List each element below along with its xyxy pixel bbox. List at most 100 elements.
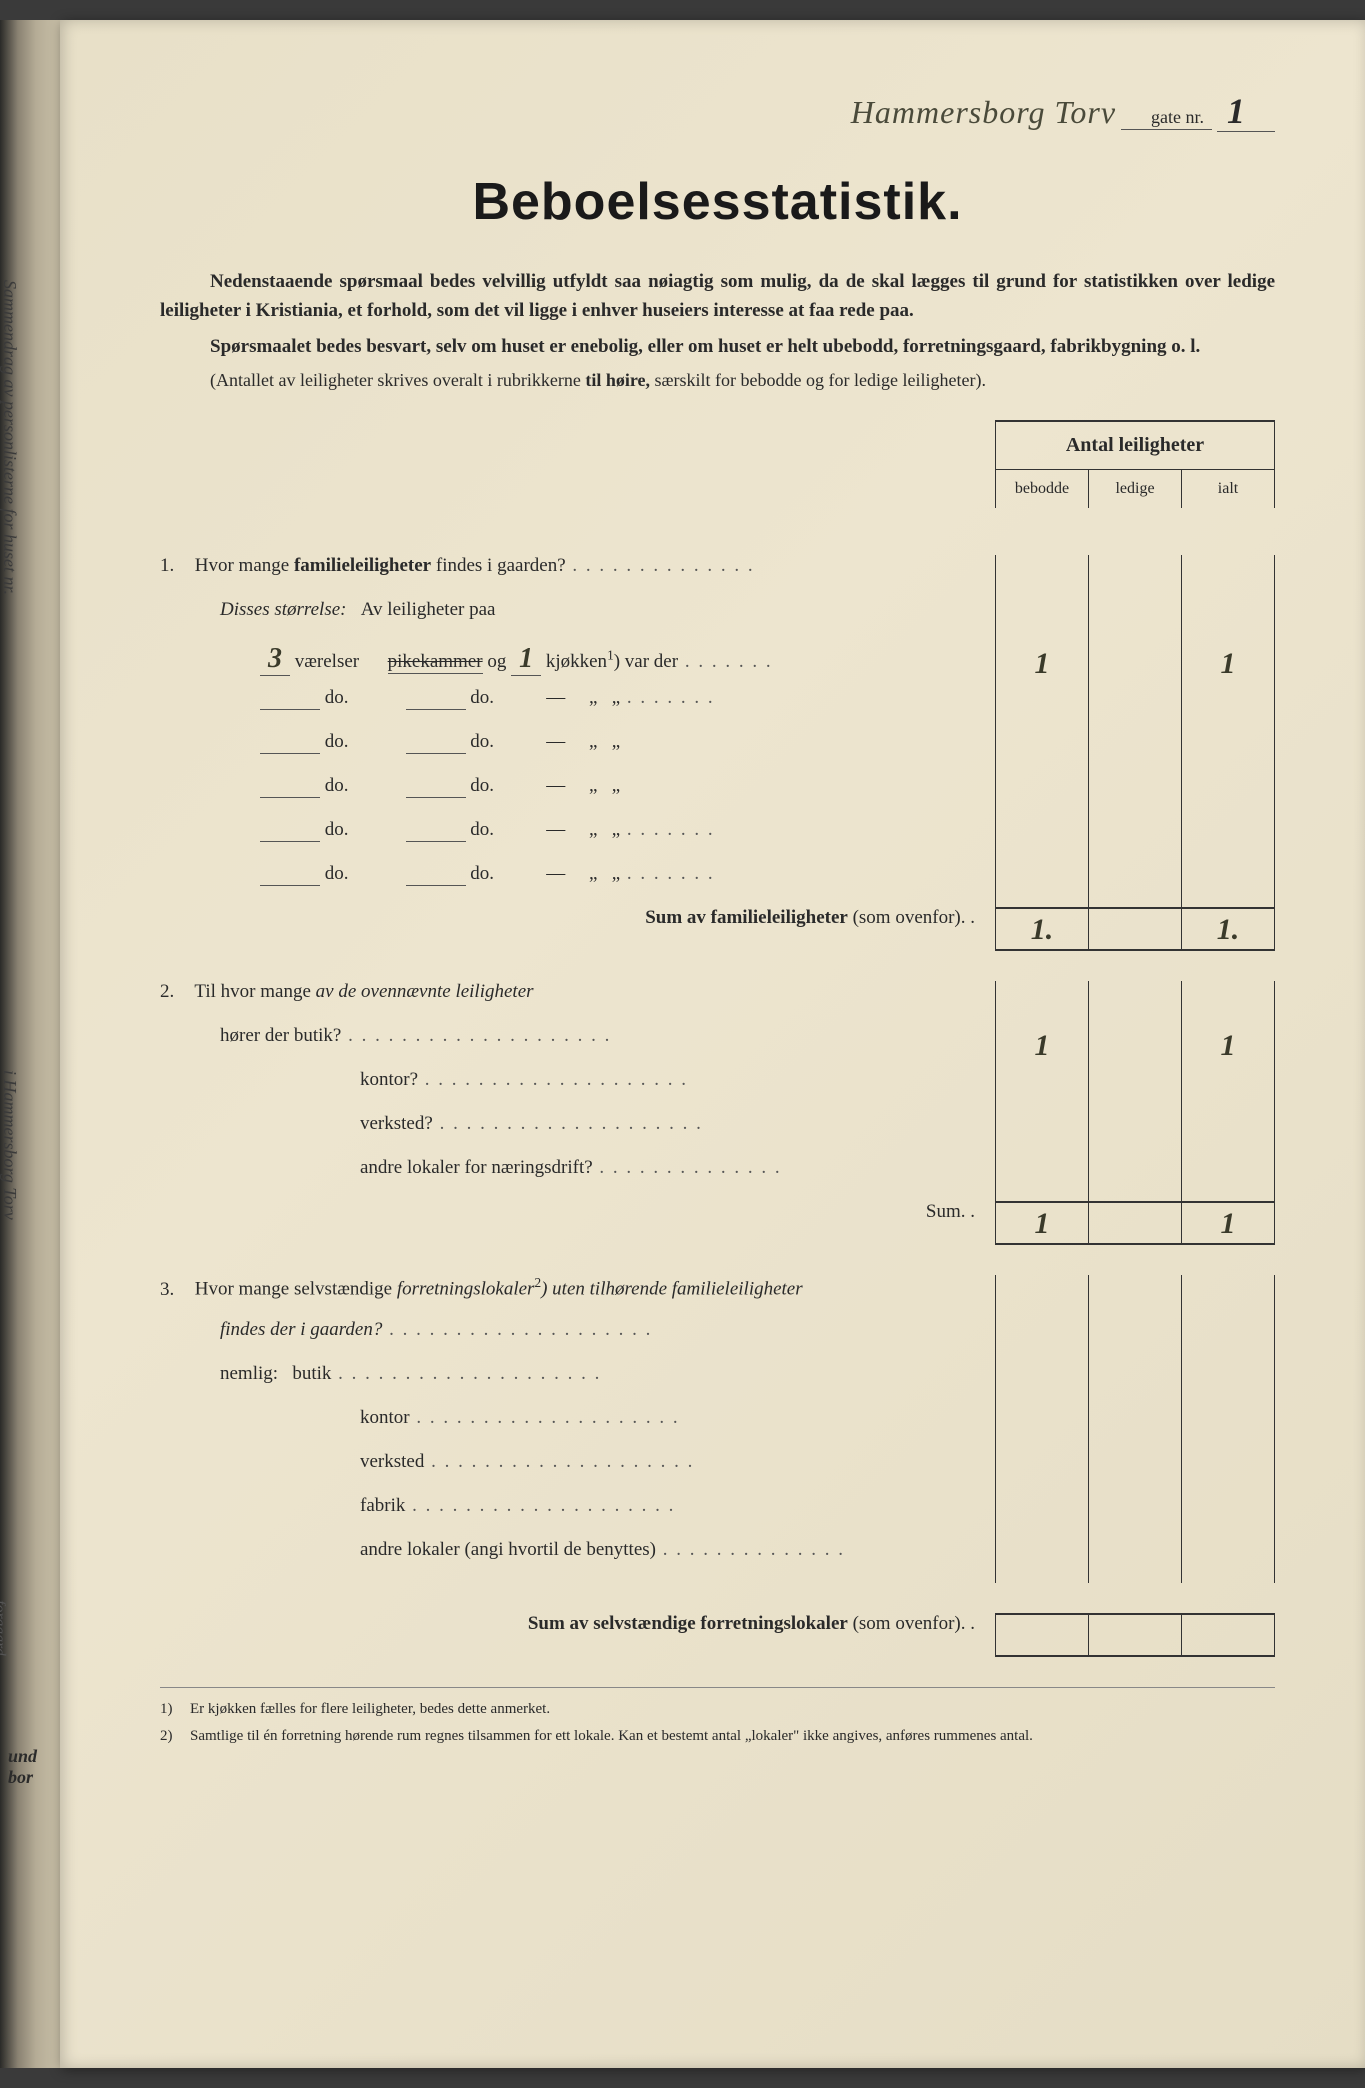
q3-kontor: kontor	[160, 1407, 1275, 1451]
q3-fabrik-t: fabrik	[360, 1495, 405, 1516]
page: Sammendrag av personlisterne for huset n…	[0, 20, 1365, 2068]
spine-text-2: i Hammersborg Torv	[0, 1070, 20, 1220]
intro-p3b: til høire,	[585, 370, 650, 390]
q2-kontor: kontor?	[160, 1069, 1275, 1113]
dash: —	[546, 819, 565, 840]
header-line: Hammersborg Torv gate nr. 1	[160, 90, 1275, 132]
form-sheet: Hammersborg Torv gate nr. 1 Beboelsessta…	[60, 20, 1365, 2068]
columns-header: Antal leiligheter bebodde ledige ialt	[995, 420, 1275, 508]
q3-l2: findes der i gaarden?	[220, 1319, 382, 1340]
q2-verksted: verksted?	[160, 1113, 1275, 1157]
q1-sum-c3: 1.	[1182, 909, 1274, 949]
intro-p3a: (Antallet av leiligheter skrives overalt…	[210, 370, 585, 390]
fn2-text: Samtlige til én forretning hørende rum r…	[190, 1725, 1033, 1748]
ditto: „	[612, 819, 620, 840]
dots	[678, 651, 773, 672]
q3-row: 3. Hvor mange selvstændige forretningslo…	[160, 1275, 1275, 1319]
q2-it: av de ovennævnte leiligheter	[316, 981, 534, 1002]
footnotes: 1) Er kjøkken fælles for flere leilighet…	[160, 1687, 1275, 1747]
do: do.	[470, 731, 494, 752]
q3-andre: andre lokaler (angi hvortil de benyttes)	[160, 1539, 1275, 1583]
fn1-text: Er kjøkken fælles for flere leiligheter,…	[190, 1698, 550, 1721]
ditto: „	[589, 863, 597, 884]
q1-pike: pikekammer	[388, 651, 483, 674]
form-area: Antal leiligheter bebodde ledige ialt 1.…	[160, 420, 1275, 1657]
footnote-2: 2) Samtlige til én forretning hørende ru…	[160, 1725, 1275, 1748]
cols-sub: bebodde ledige ialt	[996, 470, 1274, 508]
q1-line1: 3 værelser pikekammer og 1 kjøkken1) var…	[160, 643, 1275, 687]
intro-p2-text: Spørsmaalet bedes besvart, selv om huset…	[210, 336, 1200, 357]
dots	[620, 819, 715, 840]
q3-butik: nemlig: butik	[160, 1363, 1275, 1407]
dots	[424, 1451, 694, 1472]
gate-label: gate nr.	[1121, 107, 1212, 130]
ditto: „	[612, 731, 620, 752]
do: do.	[470, 819, 494, 840]
gate-number: 1	[1217, 91, 1275, 132]
q3-it2: ) uten tilhørende familieleiligheter	[541, 1279, 803, 1300]
q3-sum-suf: (som ovenfor). .	[848, 1613, 975, 1634]
q2-butik: hører der butik? 1 1	[160, 1025, 1275, 1069]
dots	[405, 1495, 675, 1516]
spine-text-1: Sammendrag av personlisterne for huset n…	[0, 280, 20, 595]
intro-p2: Spørsmaalet bedes besvart, selv om huset…	[160, 332, 1275, 361]
q1-avleil: Av leiligheter paa	[361, 599, 496, 620]
q1-num: 1.	[160, 555, 190, 577]
q1-cols	[995, 555, 1275, 599]
q1-kj-hw: 1	[511, 643, 541, 676]
q1-row: 1. Hvor mange familieleiligheter findes …	[160, 555, 1275, 599]
q1-l1-cols: 1 1	[995, 643, 1275, 687]
fn2-num: 2)	[160, 1725, 190, 1748]
book-spine: Sammendrag av personlisterne for huset n…	[0, 20, 60, 2068]
q1-line3: do. do. — „ „	[160, 731, 1275, 775]
q1-sup: 1	[607, 648, 614, 663]
q3-num: 3.	[160, 1279, 190, 1301]
dash: —	[546, 687, 565, 708]
q2-c3: 1	[1182, 1025, 1274, 1069]
q2-sum-c3: 1	[1182, 1203, 1274, 1243]
q1-sum-c2	[1089, 909, 1182, 949]
q2-sum: Sum. . 1 1	[160, 1201, 1275, 1245]
q3-sum-label: Sum av selvstændige forretningslokaler	[528, 1613, 848, 1634]
intro-block: Nedenstaaende spørsmaal bedes velvillig …	[160, 267, 1275, 395]
q1-text: 1. Hvor mange familieleiligheter findes …	[160, 555, 995, 577]
dots	[418, 1069, 688, 1090]
dots	[382, 1319, 652, 1340]
street-name: Hammersborg Torv	[851, 94, 1116, 130]
q1-l1-c2	[1089, 643, 1182, 687]
q1-sub-label: Disses størrelse: Av leiligheter paa	[160, 599, 1275, 643]
q1-line4: do. do. — „ „	[160, 775, 1275, 819]
spine-bor: und bor	[8, 1746, 60, 1788]
dots	[433, 1113, 703, 1134]
q1-vaer: værelser	[295, 651, 359, 672]
ditto: „	[612, 687, 620, 708]
q3-verk-t: verksted	[360, 1451, 424, 1472]
do: do.	[470, 863, 494, 884]
q3-andre-t: andre lokaler (angi hvortil de benyttes)	[360, 1539, 656, 1560]
q1-sum: Sum av familieleiligheter (som ovenfor).…	[160, 907, 1275, 951]
q1-t1: Hvor mange	[195, 555, 294, 576]
col-bebodde: bebodde	[996, 470, 1089, 508]
fn1-num: 1)	[160, 1698, 190, 1721]
dash: —	[546, 731, 565, 752]
q2-t: Til hvor mange	[194, 981, 315, 1002]
q1-line2: do. do. — „ „	[160, 687, 1275, 731]
q1-line5: do. do. — „ „	[160, 819, 1275, 863]
q3-fabrik: fabrik	[160, 1495, 1275, 1539]
col-ialt: ialt	[1182, 470, 1274, 508]
q1-l1-c3: 1	[1182, 643, 1274, 687]
intro-p3: (Antallet av leiligheter skrives overalt…	[160, 367, 1275, 395]
q2-c1: 1	[996, 1025, 1089, 1069]
q1-sum-cols: 1. 1.	[995, 907, 1275, 951]
q3-line2: findes der i gaarden?	[160, 1319, 1275, 1363]
do: do.	[325, 819, 349, 840]
intro-p1: Nedenstaaende spørsmaal bedes velvillig …	[160, 267, 1275, 326]
dash: —	[546, 863, 565, 884]
q1-sum-label: Sum av familieleiligheter	[645, 907, 848, 928]
q1-kj: kjøkken	[546, 651, 607, 672]
dots	[656, 1539, 845, 1560]
dots	[593, 1157, 782, 1178]
q2-sum-c1: 1	[996, 1203, 1089, 1243]
intro-p3c: særskilt for bebodde og for ledige leili…	[650, 370, 986, 390]
q1-sum-suf: (som ovenfor). .	[848, 907, 975, 928]
